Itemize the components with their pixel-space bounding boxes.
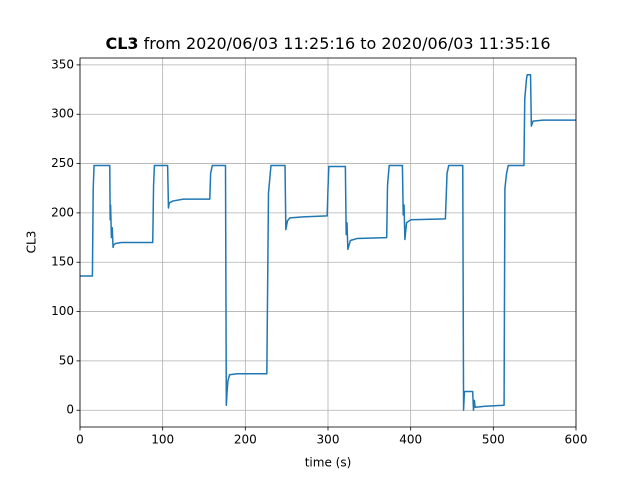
series-line: [80, 74, 576, 411]
x-tick-label: 600: [565, 433, 588, 447]
y-tick-label: 200: [51, 205, 74, 219]
y-tick-label: 100: [51, 304, 74, 318]
y-tick-label: 350: [51, 57, 74, 71]
x-tick-label: 400: [399, 433, 422, 447]
x-tick-label: 100: [151, 433, 174, 447]
x-axis-label: time (s): [305, 456, 352, 470]
title-rest: from 2020/06/03 11:25:16 to 2020/06/03 1…: [144, 34, 551, 53]
plot-frame: [79, 57, 577, 428]
title-bold: CL3: [105, 34, 138, 53]
y-tick-label: 0: [66, 403, 74, 417]
x-tick-label: 200: [234, 433, 257, 447]
y-tick-label: 250: [51, 156, 74, 170]
x-tick-label: 500: [482, 433, 505, 447]
y-axis-label: CL3: [25, 231, 39, 254]
x-tick-label: 300: [317, 433, 340, 447]
y-tick-label: 150: [51, 255, 74, 269]
chart-title: CL3 from 2020/06/03 11:25:16 to 2020/06/…: [105, 34, 550, 53]
y-tick-label: 50: [59, 353, 74, 367]
x-tick-label: 0: [76, 433, 84, 447]
y-tick-label: 300: [51, 107, 74, 121]
